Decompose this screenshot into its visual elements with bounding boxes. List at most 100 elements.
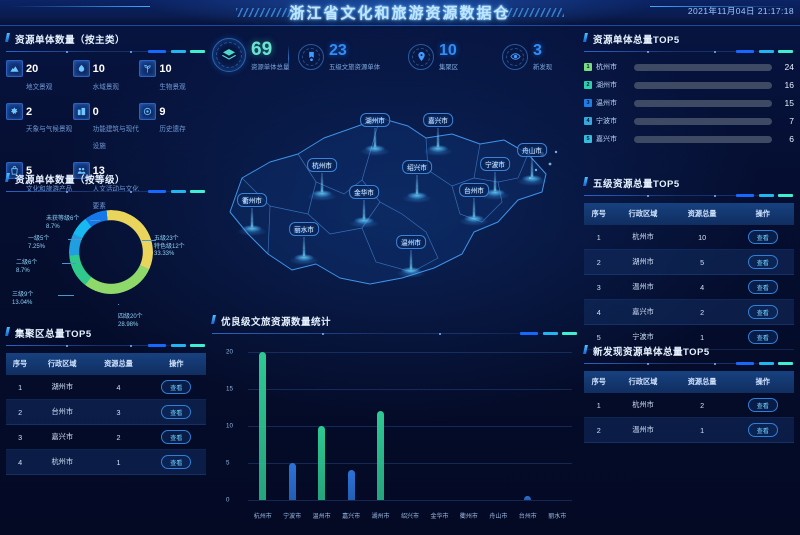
map-label-衢州市[interactable]: 衢州市 bbox=[237, 193, 267, 207]
cell-index: 4 bbox=[6, 449, 35, 475]
rank-row-4[interactable]: 5 嘉兴市 6 bbox=[584, 134, 794, 144]
view-button[interactable]: 查看 bbox=[161, 380, 192, 394]
cell-total: 10 bbox=[672, 225, 732, 250]
table-row[interactable]: 2 台州市 3 查看 bbox=[6, 399, 206, 425]
cell-area: 杭州市 bbox=[34, 449, 91, 475]
rank-row-0[interactable]: 1 杭州市 24 bbox=[584, 62, 794, 72]
table-row[interactable]: 2 温州市 1 查看 bbox=[584, 417, 794, 443]
table-row[interactable]: 3 嘉兴市 2 查看 bbox=[6, 424, 206, 450]
category-label: 生物景观 bbox=[159, 83, 186, 91]
cell-action: 查看 bbox=[731, 225, 794, 250]
map-halo-outer bbox=[237, 227, 267, 236]
zhejiang-map[interactable]: 衢州市 杭州市 湖州市金华市 绍兴市 嘉兴市宁波市 舟山市台州市丽水市温州市 bbox=[212, 82, 578, 310]
rank-row-2[interactable]: 3 温州市 15 bbox=[584, 98, 794, 108]
map-halo-outer bbox=[459, 217, 489, 226]
view-button[interactable]: 查看 bbox=[747, 423, 778, 437]
rank-row-3[interactable]: 4 宁波市 7 bbox=[584, 116, 794, 126]
map-label-嘉兴市[interactable]: 嘉兴市 bbox=[423, 113, 453, 127]
kpi-value: 23 bbox=[329, 42, 347, 59]
table-row[interactable]: 1 杭州市 2 查看 bbox=[584, 393, 794, 418]
category-item-2[interactable]: 10 生物景观 bbox=[139, 60, 206, 94]
map-label-温州市[interactable]: 温州市 bbox=[396, 235, 426, 249]
category-item-0[interactable]: 20 地文景观 bbox=[6, 60, 73, 94]
category-value: 10 bbox=[92, 63, 105, 75]
rank-city: 宁波市 bbox=[596, 118, 617, 125]
map-halo-outer bbox=[289, 256, 319, 265]
rank-value: 15 bbox=[784, 98, 794, 108]
table-row[interactable]: 1 杭州市 10 查看 bbox=[584, 225, 794, 250]
kpi-3[interactable]: 3 新发现 bbox=[502, 42, 552, 71]
cell-action: 查看 bbox=[731, 299, 794, 325]
kpi-0[interactable]: 69 资源单体总量 bbox=[212, 38, 289, 72]
y-axis-tick: 15 bbox=[226, 385, 233, 393]
category-item-4[interactable]: 0 功能建筑与现代设施 bbox=[72, 102, 140, 153]
table-row[interactable]: 2 湖州市 5 查看 bbox=[584, 249, 794, 275]
table-row[interactable]: 3 温州市 4 查看 bbox=[584, 274, 794, 300]
table-row[interactable]: 1 湖州市 4 查看 bbox=[6, 375, 206, 400]
cell-total: 4 bbox=[672, 274, 732, 300]
category-label: 文化和旅游产品 bbox=[26, 185, 73, 193]
kpi-value: 69 bbox=[251, 38, 273, 60]
rank-badge: 5 bbox=[584, 135, 592, 143]
view-button[interactable]: 查看 bbox=[747, 280, 778, 294]
bar-台州市[interactable] bbox=[524, 496, 532, 500]
view-button[interactable]: 查看 bbox=[747, 398, 778, 412]
kpi-1[interactable]: 23 五级文旅资源单体 bbox=[288, 42, 380, 71]
view-button[interactable]: 查看 bbox=[747, 255, 778, 269]
table-row[interactable]: 4 嘉兴市 2 查看 bbox=[584, 299, 794, 325]
view-button[interactable]: 查看 bbox=[161, 405, 192, 419]
x-axis-tick: 嘉兴市 bbox=[342, 514, 361, 520]
view-button[interactable]: 查看 bbox=[747, 305, 778, 319]
cell-action: 查看 bbox=[731, 274, 794, 300]
category-label: 水域景观 bbox=[92, 83, 120, 91]
panel-new-discovery-table: 新发现资源单体总量TOP5 序号 行政区域 资源总量 操作 1 杭州市 2 查看 2 温州市 1 查看 bbox=[584, 344, 794, 443]
map-label-绍兴市[interactable]: 绍兴市 bbox=[402, 160, 432, 174]
view-button[interactable]: 查看 bbox=[161, 430, 192, 444]
rank-row-1[interactable]: 2 湖州市 16 bbox=[584, 80, 794, 90]
map-halo bbox=[428, 145, 448, 152]
cell-total: 2 bbox=[672, 299, 732, 325]
bar-温州市[interactable] bbox=[318, 426, 326, 500]
x-axis-tick: 温州市 bbox=[312, 514, 331, 520]
category-item-5[interactable]: 9 历史遗存 bbox=[139, 102, 206, 153]
relic-icon bbox=[139, 102, 157, 120]
cell-index: 1 bbox=[6, 375, 35, 400]
map-label-舟山市[interactable]: 舟山市 bbox=[517, 143, 547, 157]
x-axis-tick: 金华市 bbox=[430, 514, 449, 520]
view-button[interactable]: 查看 bbox=[161, 455, 192, 469]
x-axis-tick: 宁波市 bbox=[283, 514, 302, 520]
x-axis-tick: 台州市 bbox=[518, 514, 537, 520]
map-stalk bbox=[531, 158, 533, 170]
eye-icon bbox=[502, 43, 528, 70]
bar-宁波市[interactable] bbox=[288, 463, 296, 500]
bar-湖州市[interactable] bbox=[377, 411, 385, 500]
cell-index: 2 bbox=[6, 399, 35, 425]
bar-chart: 0 5 10 15 20 杭州市 宁波市 温州市 嘉兴市 湖州市 绍兴市 金华市 衢州市 舟山市 台州市 丽水… bbox=[212, 340, 578, 526]
category-value: 2 bbox=[26, 105, 33, 118]
bar-嘉兴市[interactable] bbox=[347, 470, 355, 500]
map-stalk bbox=[374, 128, 376, 140]
panel-title-new-discovery: 新发现资源单体总量TOP5 bbox=[584, 344, 794, 358]
y-axis-tick: 5 bbox=[226, 459, 230, 467]
view-button[interactable]: 查看 bbox=[747, 230, 778, 244]
map-label-宁波市[interactable]: 宁波市 bbox=[480, 157, 510, 171]
rank-badge: 4 bbox=[584, 117, 592, 125]
map-label-丽水市[interactable]: 丽水市 bbox=[289, 222, 319, 236]
category-item-1[interactable]: 10 水域景观 bbox=[72, 60, 140, 94]
mountain-icon bbox=[6, 60, 23, 77]
column-header: 资源总量 bbox=[672, 371, 732, 393]
cell-action: 查看 bbox=[731, 249, 794, 275]
total-top5-list: 1 杭州市 24 2 湖州市 16 3 温州市 15 4 宁波市 7 5 嘉兴市 6 bbox=[584, 62, 794, 144]
kpi-2[interactable]: 10 集聚区 bbox=[408, 42, 458, 71]
view-button[interactable]: 查看 bbox=[747, 330, 778, 344]
map-label-台州市[interactable]: 台州市 bbox=[459, 183, 489, 197]
map-label-金华市[interactable]: 金华市 bbox=[349, 185, 379, 199]
main-category-grid: 20 地文景观 10 水域景观 10 生物景观 2 天象与气候景观 0 功能建筑与现代设施 9 历史遗… bbox=[6, 60, 206, 212]
grid-line bbox=[248, 500, 572, 501]
table-row[interactable]: 4 杭州市 1 查看 bbox=[6, 449, 206, 475]
map-label-杭州市[interactable]: 杭州市 bbox=[307, 158, 337, 172]
map-label-湖州市[interactable]: 湖州市 bbox=[360, 113, 390, 127]
bar-杭州市[interactable] bbox=[259, 352, 267, 500]
water-icon bbox=[72, 60, 90, 77]
category-item-3[interactable]: 2 天象与气候景观 bbox=[6, 102, 73, 153]
